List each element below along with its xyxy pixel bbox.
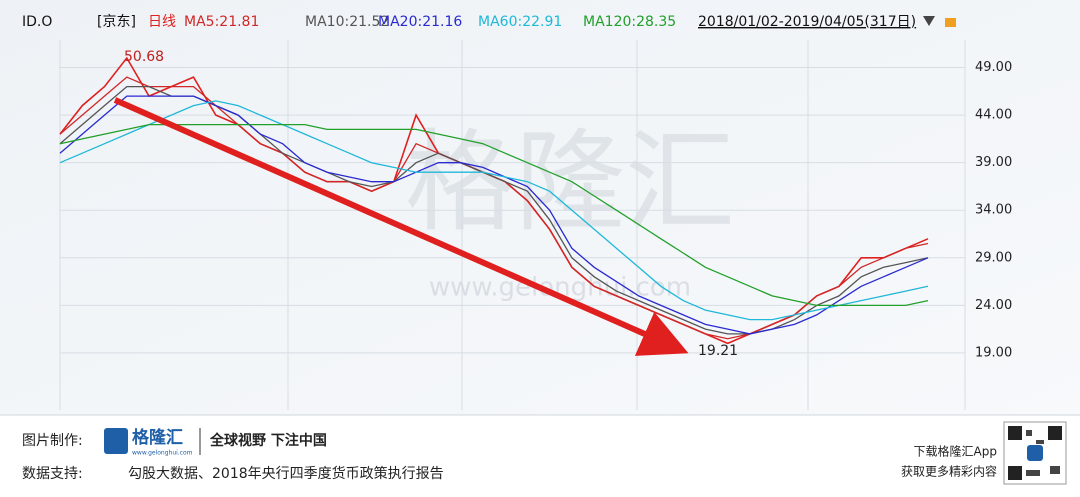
app-line: 获取更多精彩内容 bbox=[901, 464, 997, 479]
company: [京东] bbox=[97, 14, 136, 30]
legend-entry: MA5:21.81 bbox=[184, 14, 259, 30]
plot bbox=[59, 56, 965, 354]
y-tick-label: 49.00 bbox=[975, 60, 1012, 75]
y-tick-label: 24.00 bbox=[975, 298, 1012, 313]
data-source: 勾股大数据、2018年央行四季度货币政策执行报告 bbox=[128, 465, 444, 482]
legend-entry: MA60:22.91 bbox=[478, 14, 562, 30]
data-label: 数据支持: bbox=[22, 466, 83, 482]
dropdown-icon[interactable] bbox=[923, 16, 935, 26]
y-tick-label: 39.00 bbox=[975, 155, 1012, 170]
legend-entry: MA120:28.35 bbox=[583, 14, 676, 30]
y-tick-label: 29.00 bbox=[975, 250, 1012, 265]
logo: 格隆汇 bbox=[132, 427, 183, 448]
date-range[interactable]: 2018/01/02-2019/04/05(317日) bbox=[698, 14, 916, 30]
y-tick-label: 44.00 bbox=[975, 108, 1012, 123]
app-line: 下载格隆汇App bbox=[914, 444, 997, 459]
slogan: 全球视野 下注中国 bbox=[209, 432, 327, 449]
ticker: ID.O bbox=[22, 14, 52, 30]
trend-arrow bbox=[113, 97, 689, 356]
made-by-label: 图片制作: bbox=[22, 433, 83, 449]
qr-code bbox=[1003, 421, 1067, 485]
series-line bbox=[59, 123, 929, 307]
logo-icon bbox=[104, 428, 128, 454]
y-tick-label: 19.00 bbox=[975, 345, 1012, 360]
series-line bbox=[59, 95, 929, 335]
y-tick-label: 34.00 bbox=[975, 203, 1012, 218]
series-line bbox=[59, 100, 929, 321]
legend-entry: 日线 bbox=[148, 14, 176, 30]
v-grid bbox=[59, 40, 966, 410]
lock-icon[interactable] bbox=[945, 18, 956, 27]
annotation: 50.68 bbox=[124, 49, 164, 65]
logo-url: www.gelonghui.com bbox=[132, 450, 193, 457]
watermark: 格隆汇 bbox=[405, 118, 735, 246]
annotation: 19.21 bbox=[698, 343, 738, 359]
legend-entry: MA20:21.16 bbox=[378, 14, 462, 30]
legend-entry: MA10:21.52 bbox=[305, 14, 389, 30]
